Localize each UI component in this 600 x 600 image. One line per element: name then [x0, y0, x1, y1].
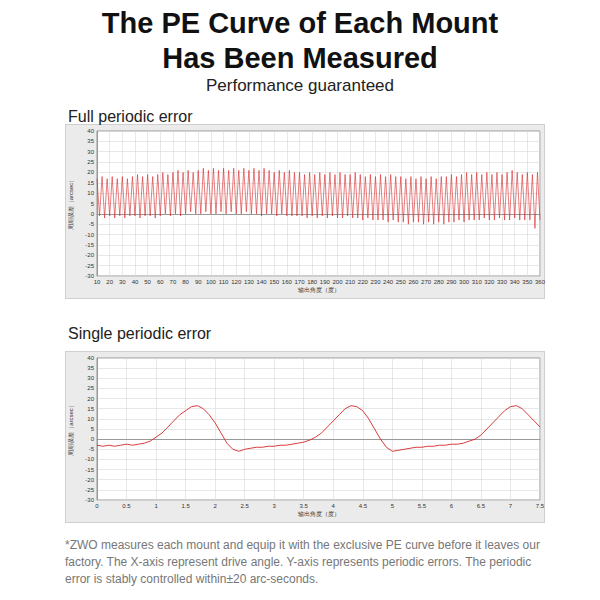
svg-text:-15: -15 [85, 467, 94, 473]
svg-text:5: 5 [91, 426, 95, 432]
svg-text:5: 5 [91, 201, 95, 207]
svg-text:280: 280 [434, 279, 445, 285]
svg-text:200: 200 [332, 279, 343, 285]
svg-text:250: 250 [396, 279, 407, 285]
svg-text:190: 190 [320, 279, 331, 285]
svg-text:2: 2 [213, 503, 217, 509]
svg-text:10: 10 [87, 190, 94, 196]
svg-text:210: 210 [345, 279, 356, 285]
svg-text:25: 25 [87, 159, 94, 165]
svg-text:Single periodic error: Single periodic error [68, 325, 212, 342]
svg-text:-15: -15 [85, 242, 94, 248]
svg-text:10: 10 [94, 279, 101, 285]
svg-text:15: 15 [87, 180, 94, 186]
svg-text:周期误差（arcsec）: 周期误差（arcsec） [68, 177, 75, 231]
svg-text:130: 130 [244, 279, 255, 285]
svg-text:320: 320 [484, 279, 495, 285]
svg-text:3: 3 [273, 503, 277, 509]
svg-text:310: 310 [472, 279, 483, 285]
svg-text:90: 90 [195, 279, 202, 285]
svg-text:7.5: 7.5 [536, 503, 545, 509]
svg-text:35: 35 [87, 138, 94, 144]
svg-text:60: 60 [157, 279, 164, 285]
svg-text:40: 40 [87, 128, 94, 134]
svg-text:周期误差（arcsec）: 周期误差（arcsec） [68, 402, 75, 456]
svg-text:-5: -5 [89, 446, 95, 452]
svg-text:300: 300 [459, 279, 470, 285]
svg-text:40: 40 [87, 355, 94, 361]
svg-text:120: 120 [231, 279, 242, 285]
svg-text:330: 330 [497, 279, 508, 285]
svg-text:50: 50 [144, 279, 151, 285]
svg-text:160: 160 [282, 279, 293, 285]
svg-text:-25: -25 [85, 263, 94, 269]
svg-text:输出角度（度）: 输出角度（度） [298, 510, 340, 518]
svg-text:30: 30 [87, 375, 94, 381]
svg-text:0: 0 [91, 211, 95, 217]
svg-text:5.5: 5.5 [418, 503, 427, 509]
svg-text:-20: -20 [85, 252, 94, 258]
svg-text:-10: -10 [85, 456, 94, 462]
svg-text:70: 70 [170, 279, 177, 285]
svg-text:-10: -10 [85, 232, 94, 238]
html-text:*ZWO measures each mount and e: *ZWO measures each mount and equip it wi… [65, 538, 540, 586]
svg-text:-25: -25 [85, 487, 94, 493]
svg-text:20: 20 [87, 396, 94, 402]
svg-text:4: 4 [332, 503, 336, 509]
svg-text:0.5: 0.5 [122, 503, 131, 509]
svg-text:-30: -30 [85, 273, 94, 279]
svg-text:25: 25 [87, 385, 94, 391]
svg-text:-5: -5 [89, 221, 95, 227]
svg-text:230: 230 [370, 279, 381, 285]
svg-text:110: 110 [219, 279, 229, 285]
svg-text:20: 20 [106, 279, 113, 285]
svg-text:输出角度（度）: 输出角度（度） [298, 286, 340, 294]
svg-text:20: 20 [87, 169, 94, 175]
svg-text:35: 35 [87, 365, 94, 371]
html-text:The PE Curve of Each Mount: The PE Curve of Each Mount [101, 7, 499, 39]
svg-text:1.5: 1.5 [181, 503, 190, 509]
svg-text:6.5: 6.5 [477, 503, 486, 509]
svg-text:290: 290 [446, 279, 457, 285]
svg-text:270: 270 [421, 279, 432, 285]
svg-text:6: 6 [450, 503, 454, 509]
svg-text:Full periodic error: Full periodic error [68, 108, 193, 125]
svg-text:30: 30 [119, 279, 126, 285]
svg-text:260: 260 [408, 279, 419, 285]
svg-text:0: 0 [95, 503, 99, 509]
svg-text:7: 7 [509, 503, 513, 509]
svg-text:80: 80 [182, 279, 189, 285]
svg-text:350: 350 [522, 279, 533, 285]
svg-text:5: 5 [391, 503, 395, 509]
html-text:Performance guaranteed: Performance guaranteed [206, 76, 394, 95]
svg-text:0: 0 [91, 436, 95, 442]
svg-text:4.5: 4.5 [359, 503, 368, 509]
svg-text:30: 30 [87, 149, 94, 155]
svg-text:340: 340 [510, 279, 521, 285]
svg-text:3.5: 3.5 [300, 503, 309, 509]
html-text:Has Been Measured: Has Been Measured [162, 42, 438, 74]
svg-text:100: 100 [206, 279, 217, 285]
svg-text:170: 170 [295, 279, 306, 285]
svg-text:150: 150 [269, 279, 280, 285]
svg-text:220: 220 [358, 279, 369, 285]
svg-text:240: 240 [383, 279, 394, 285]
svg-text:10: 10 [87, 416, 94, 422]
svg-text:40: 40 [132, 279, 139, 285]
svg-text:180: 180 [307, 279, 318, 285]
svg-text:15: 15 [87, 406, 94, 412]
svg-text:1: 1 [154, 503, 158, 509]
svg-text:-30: -30 [85, 497, 94, 503]
svg-text:-20: -20 [85, 477, 94, 483]
svg-text:140: 140 [257, 279, 268, 285]
svg-text:2.5: 2.5 [240, 503, 249, 509]
svg-text:360: 360 [535, 279, 546, 285]
